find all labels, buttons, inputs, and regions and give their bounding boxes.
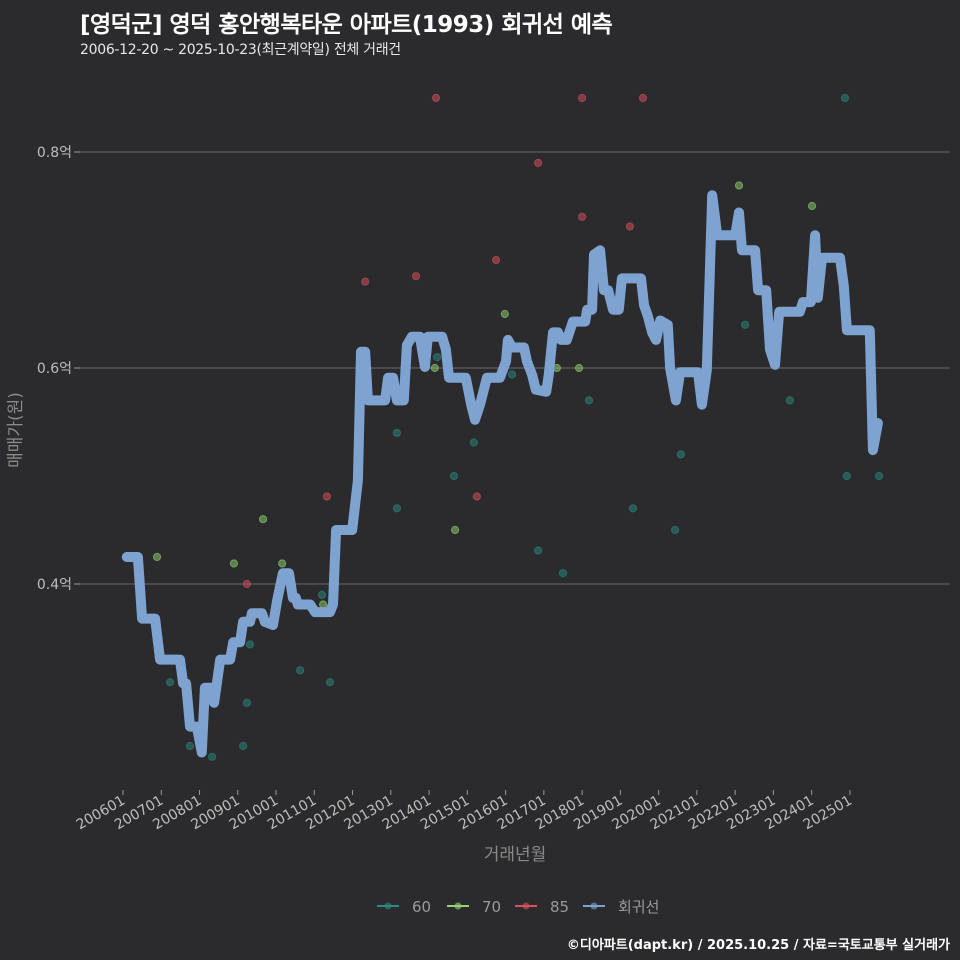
scatter-point-60 [392, 504, 402, 513]
y-tick-label: 0.6억 [37, 361, 72, 377]
scatter-point-85 [361, 277, 370, 286]
legend-label: 회귀선 [618, 898, 659, 916]
scatter-point-70 [807, 201, 817, 211]
scatter-point-85 [242, 579, 252, 589]
scatter-point-60 [628, 504, 638, 513]
scatter-point-60 [296, 666, 305, 675]
legend-swatch-dot [522, 902, 530, 910]
legend-label: 60 [412, 898, 431, 916]
legend-label: 70 [482, 898, 501, 916]
scatter-point-60 [208, 752, 217, 761]
scatter-point-60 [670, 525, 680, 535]
scatter-point-85 [578, 212, 587, 221]
y-axis-title: 매매가(원) [6, 392, 26, 468]
scatter-point-60 [584, 396, 594, 405]
scatter-point-60 [840, 93, 850, 103]
legend-swatch-dot [454, 902, 462, 910]
scatter-point-70 [734, 181, 744, 190]
scatter-point-60 [317, 590, 327, 599]
scatter-point-70 [450, 525, 460, 535]
scatter-point-85 [322, 492, 332, 501]
y-tick-label: 0.8억 [37, 145, 72, 161]
scatter-point-60 [185, 741, 195, 751]
scatter-point-60 [874, 471, 884, 481]
scatter-point-60 [449, 471, 459, 481]
scatter-point-85 [578, 93, 587, 103]
scatter-point-60 [534, 546, 543, 555]
scatter-point-70 [500, 309, 509, 319]
scatter-point-60 [242, 698, 252, 707]
legend-swatch-dot [384, 902, 392, 910]
scatter-point-60 [558, 569, 568, 578]
legend: 60 70 85 회귀선 [377, 898, 659, 916]
chart-title: [영덕군] 영덕 홍안행복타운 아파트(1993) 회귀선 예측 [80, 12, 613, 38]
scatter-point-85 [491, 255, 501, 265]
scatter-point-60 [842, 471, 851, 481]
scatter-point-60 [325, 678, 335, 687]
scatter-point-70 [430, 363, 439, 373]
scatter-point-60 [508, 370, 517, 379]
scatter-point-85 [625, 222, 635, 231]
scatter-point-60 [245, 640, 255, 649]
legend-swatch-dot [590, 902, 598, 910]
regression-line [121, 190, 883, 758]
scatter-point-85 [431, 93, 441, 103]
x-axis-title: 거래년월 [484, 845, 547, 865]
scatter-point-60 [741, 320, 750, 329]
scatter-point-60 [469, 438, 478, 447]
scatter-point-70 [229, 559, 239, 568]
scatter-point-85 [638, 93, 648, 103]
scatter-point-70 [318, 600, 328, 609]
scatter-point-70 [574, 363, 584, 373]
scatter-point-85 [534, 158, 543, 167]
y-tick-label: 0.4억 [37, 577, 72, 593]
scatter-point-85 [411, 272, 421, 281]
footer-credit: ©디아파트(dapt.kr) / 2025.10.25 / 자료=국토교통부 실… [566, 938, 950, 953]
scatter-point-70 [278, 559, 287, 568]
chart-subtitle: 2006-12-20 ~ 2025-10-23(최근계약일) 전체 거래건 [80, 42, 401, 58]
scatter-point-60 [433, 353, 442, 362]
scatter-point-70 [258, 515, 268, 524]
scatter-point-60 [392, 428, 402, 437]
scatter-point-60 [676, 450, 685, 459]
scatter-point-60 [785, 396, 794, 405]
scatter-point-60 [165, 678, 175, 687]
scatter-point-70 [152, 552, 162, 562]
legend-label: 85 [550, 898, 569, 916]
scatter-point-85 [472, 492, 482, 501]
scatter-point-60 [239, 741, 248, 751]
